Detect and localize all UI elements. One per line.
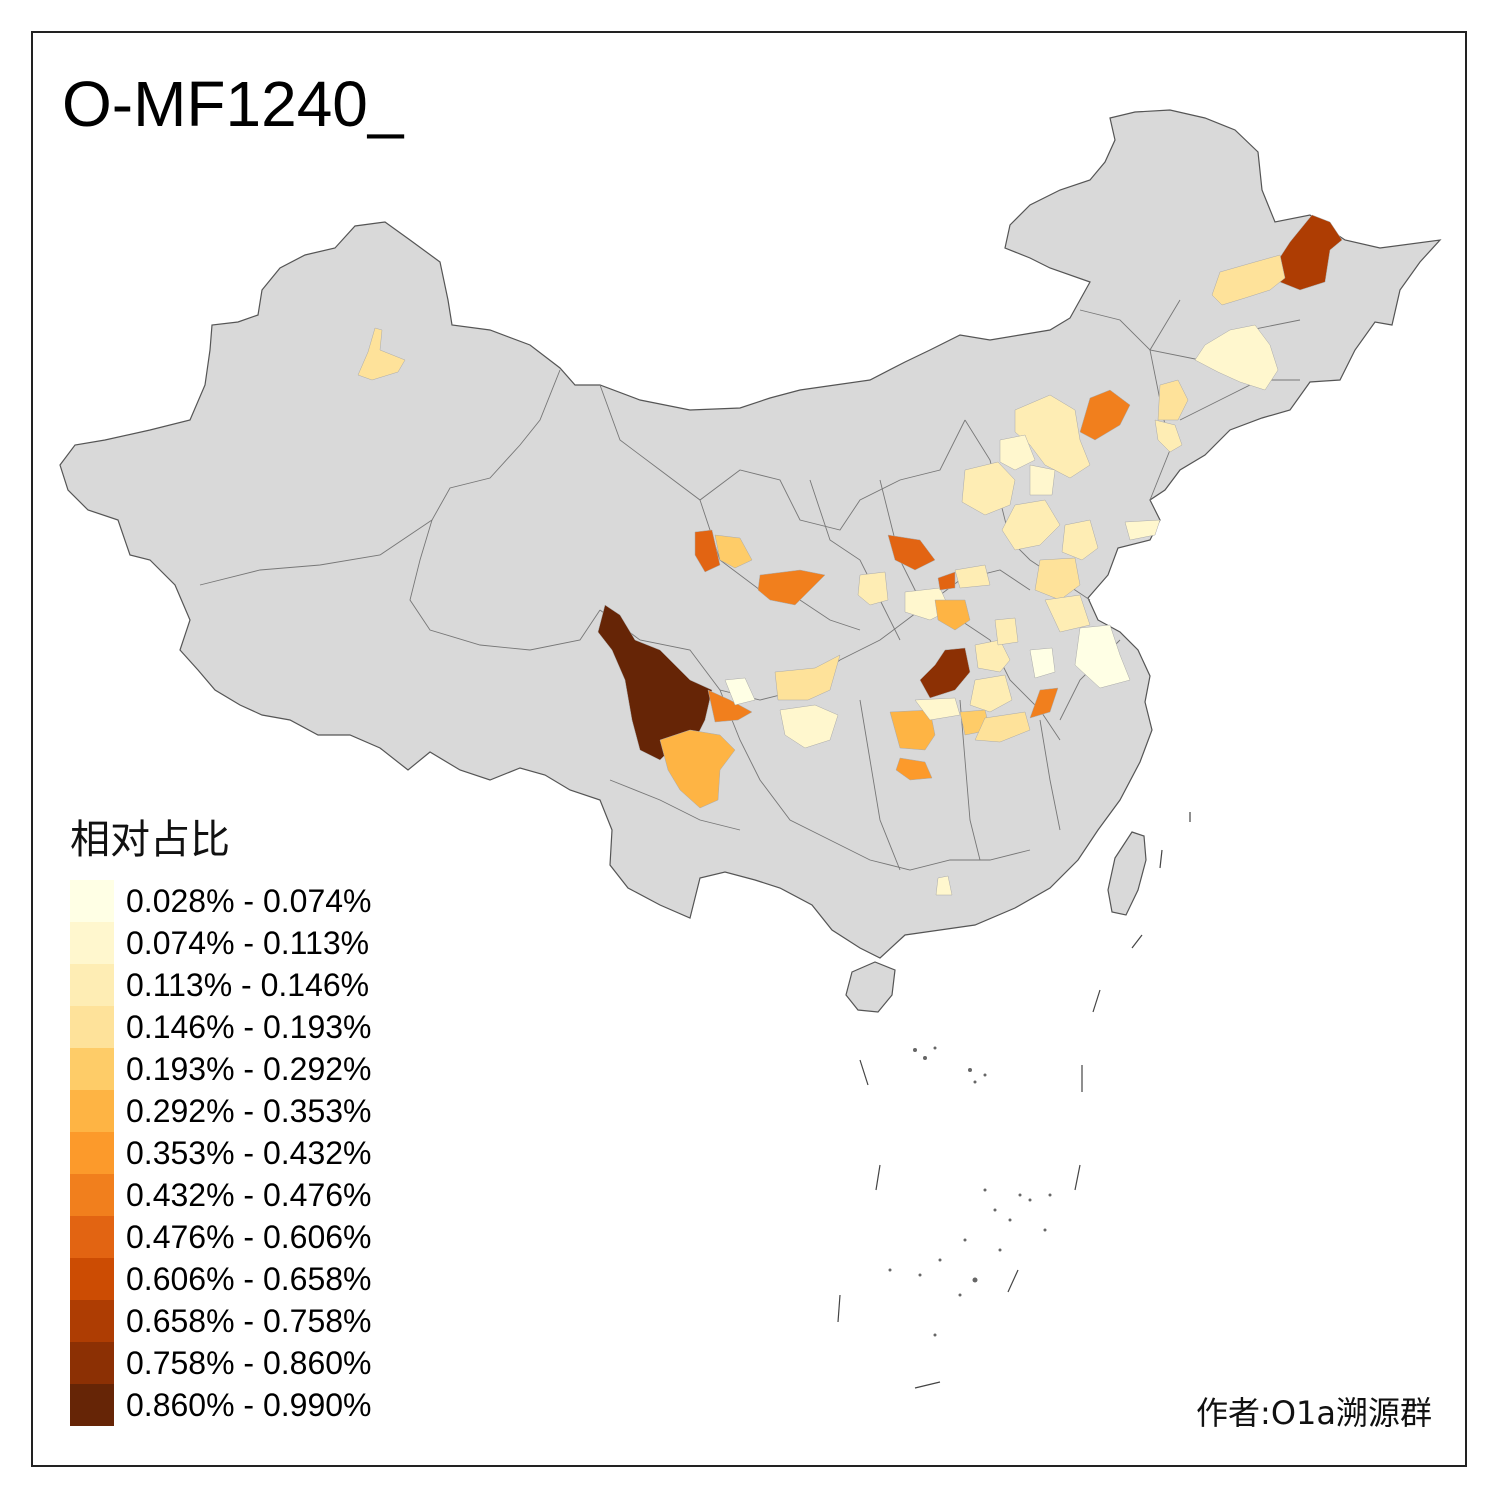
legend-swatch [70, 1258, 114, 1300]
region-jilin [1194, 324, 1279, 391]
legend-swatch [70, 1174, 114, 1216]
legend-label: 0.860% - 0.990% [126, 1386, 372, 1423]
region-shaanxi-4 [934, 599, 971, 631]
legend-items: 0.028% - 0.074% 0.074% - 0.113% 0.113% - 0… [70, 880, 372, 1426]
legend-swatch [70, 1384, 114, 1426]
legend-item: 0.113% - 0.146% [70, 964, 372, 1006]
region-hubei-4 [969, 674, 1013, 713]
legend-label: 0.146% - 0.193% [126, 1008, 372, 1045]
region-hebei-3 [1001, 499, 1061, 551]
map-frame [31, 31, 1467, 1467]
legend-label: 0.476% - 0.606% [126, 1218, 372, 1255]
region-sichuan-4 [774, 654, 841, 701]
region-shaanxi-2 [857, 571, 889, 606]
legend-title: 相对占比 [70, 817, 230, 863]
region-liaoning-2 [1157, 379, 1189, 421]
region-chongqing [779, 704, 839, 749]
legend-swatch [70, 1300, 114, 1342]
region-anhui-2 [1029, 687, 1059, 719]
region-henan-2 [1044, 594, 1091, 633]
region-gansu-3 [757, 569, 826, 606]
legend-label: 0.292% - 0.353% [126, 1092, 372, 1129]
legend-label: 0.606% - 0.658% [126, 1260, 372, 1297]
legend-item: 0.292% - 0.353% [70, 1090, 372, 1132]
region-shanxi-north [961, 461, 1016, 516]
region-henan-north [1034, 557, 1081, 601]
legend-item: 0.606% - 0.658% [70, 1258, 372, 1300]
legend-swatch [70, 1132, 114, 1174]
taiwan-island [1107, 831, 1147, 916]
region-hubei-1 [919, 647, 971, 699]
legend-label: 0.353% - 0.432% [126, 1134, 372, 1171]
author-credit: 作者:O1a溯源群 [1196, 1394, 1432, 1432]
legend-label: 0.028% - 0.074% [126, 882, 372, 919]
region-heilongjiang-east [1274, 214, 1343, 291]
region-sichuan-south [659, 729, 736, 809]
legend-item: 0.476% - 0.606% [70, 1216, 372, 1258]
region-hebei-1 [999, 434, 1036, 471]
region-shanxi-2 [954, 564, 991, 589]
south-china-sea-islands [888, 1046, 1052, 1337]
region-hubei-3 [1029, 647, 1056, 679]
region-liaoning-3 [1154, 419, 1183, 453]
legend-item: 0.028% - 0.074% [70, 880, 372, 922]
legend-item: 0.074% - 0.113% [70, 922, 372, 964]
map-title: O-MF1240_ [62, 68, 404, 140]
region-shanxi-3 [937, 571, 956, 591]
region-hebei-2 [1029, 464, 1056, 496]
region-shandong-2 [1124, 519, 1161, 541]
legend-item: 0.658% - 0.758% [70, 1300, 372, 1342]
legend-label: 0.074% - 0.113% [126, 924, 370, 961]
region-jiangxi-1 [974, 711, 1031, 743]
legend-swatch [70, 1090, 114, 1132]
hainan-island [845, 961, 896, 1013]
south-china-sea-lines [837, 812, 1191, 1389]
region-gansu-1 [694, 529, 721, 573]
legend-swatch [70, 1048, 114, 1090]
legend-item: 0.758% - 0.860% [70, 1342, 372, 1384]
legend-swatch [70, 964, 114, 1006]
choropleth-regions [357, 214, 1343, 896]
region-hubei-2 [974, 639, 1011, 673]
region-xinjiang-north [357, 327, 406, 381]
legend-item: 0.146% - 0.193% [70, 1006, 372, 1048]
region-guangdong [935, 875, 953, 896]
region-sichuan-3 [724, 677, 756, 706]
legend-label: 0.432% - 0.476% [126, 1176, 372, 1213]
legend-label: 0.113% - 0.146% [126, 966, 370, 1003]
region-liaoning-1 [1079, 389, 1131, 441]
legend-item: 0.432% - 0.476% [70, 1174, 372, 1216]
region-shaanxi-north [887, 534, 936, 571]
legend-item: 0.193% - 0.292% [70, 1048, 372, 1090]
legend-label: 0.193% - 0.292% [126, 1050, 372, 1087]
legend-swatch [70, 922, 114, 964]
region-hubei-5 [914, 697, 961, 721]
legend-swatch [70, 1006, 114, 1048]
legend-label: 0.758% - 0.860% [126, 1344, 372, 1381]
region-jiangsu [1074, 624, 1131, 689]
region-hunan-3 [895, 757, 933, 781]
legend-swatch [70, 1342, 114, 1384]
legend-label: 0.658% - 0.758% [126, 1302, 372, 1339]
legend-swatch [70, 1216, 114, 1258]
mainland-china [59, 109, 1442, 959]
region-sichuan-2 [707, 689, 753, 723]
legend-item: 0.860% - 0.990% [70, 1384, 372, 1426]
legend: 相对占比 0.028% - 0.074% 0.074% - 0.113% 0.113… [70, 818, 372, 1426]
region-heilongjiang-central [1211, 254, 1286, 306]
region-anhui-1 [994, 617, 1019, 646]
legend-item: 0.353% - 0.432% [70, 1132, 372, 1174]
region-shandong-1 [1061, 519, 1099, 561]
region-gansu-2 [714, 534, 753, 569]
legend-swatch [70, 880, 114, 922]
